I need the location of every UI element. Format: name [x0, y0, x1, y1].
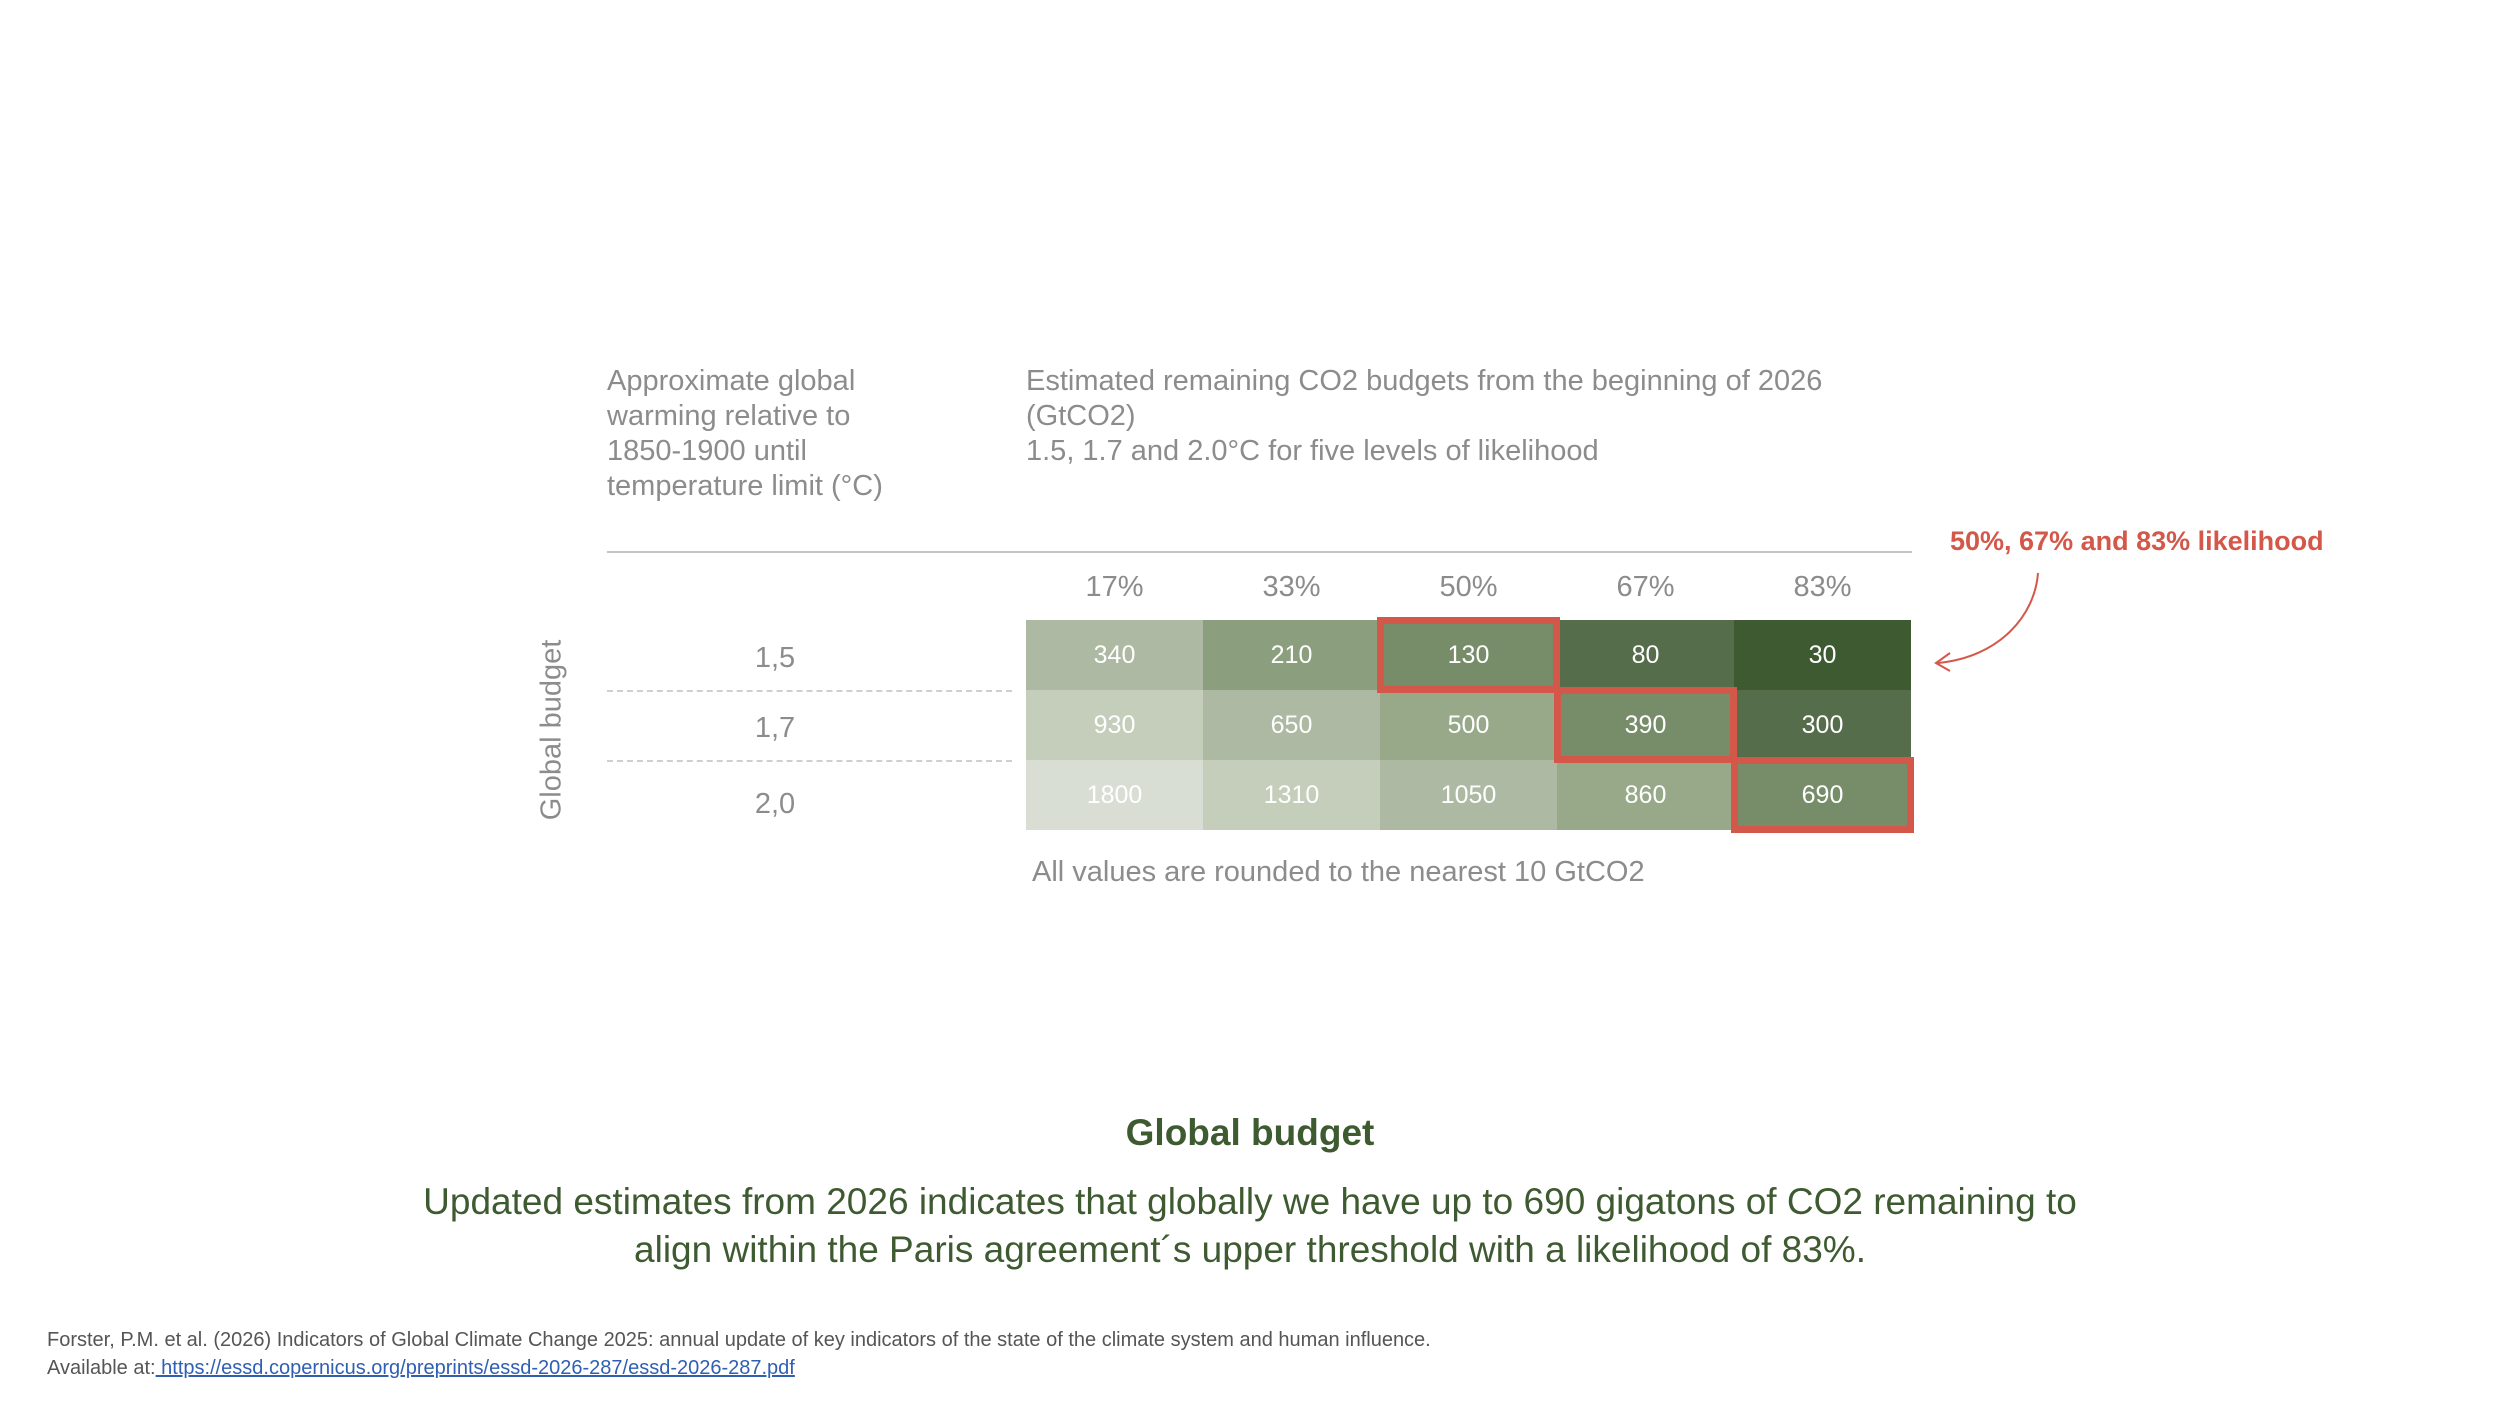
row-separator [607, 690, 1012, 692]
column-header-50pct: 50% [1439, 571, 1498, 603]
heatmap-cell: 300 [1734, 690, 1911, 760]
rounding-footnote: All values are rounded to the nearest 10… [1032, 856, 1645, 888]
reference-available-prefix: Available at: [47, 1357, 156, 1379]
row-label-1-7: 1,7 [754, 712, 796, 744]
likelihood-annotation: 50%, 67% and 83% likelihood [1950, 526, 2324, 556]
column-header-line: (GtCO2) [1026, 400, 1136, 432]
highlight-box [1731, 757, 1914, 833]
column-header-17pct: 17% [1085, 571, 1144, 603]
heatmap-cell: 860 [1557, 760, 1734, 830]
annotation-arrow-icon [1934, 572, 2039, 672]
reference-availability: Available at: https://essd.copernicus.or… [47, 1354, 2247, 1382]
row-header-title: Approximate global warming relative to 1… [607, 364, 883, 504]
heatmap-cell: 390 [1557, 690, 1734, 760]
row-header-line: 1850-1900 until [607, 435, 807, 467]
row-header-line: Approximate global [607, 365, 856, 397]
column-header-67pct: 67% [1616, 571, 1675, 603]
heatmap-cell: 1050 [1380, 760, 1557, 830]
heatmap-cell: 1310 [1203, 760, 1380, 830]
heatmap-cell: 340 [1026, 620, 1203, 690]
row-label-1-5: 1,5 [754, 642, 796, 674]
row-label-2-0: 2,0 [754, 788, 796, 820]
heatmap-cell: 130 [1380, 620, 1557, 690]
reference-link[interactable]: https://essd.copernicus.org/preprints/es… [155, 1357, 795, 1379]
highlight-box [1377, 617, 1560, 693]
heatmap-cell: 690 [1734, 760, 1911, 830]
reference-citation: Forster, P.M. et al. (2026) Indicators o… [47, 1329, 1431, 1351]
column-header-title: Estimated remaining CO2 budgets from the… [1026, 364, 1822, 469]
heatmap-cell: 500 [1380, 690, 1557, 760]
column-header-83pct: 83% [1793, 571, 1852, 603]
heatmap-cell: 930 [1026, 690, 1203, 760]
column-header-33pct: 33% [1262, 571, 1321, 603]
summary-text: Updated estimates from 2026 indicates th… [423, 1181, 2077, 1270]
heatmap-cell: 650 [1203, 690, 1380, 760]
heatmap-cell: 30 [1734, 620, 1911, 690]
row-header-line: warming relative to [607, 400, 851, 432]
column-header-line: Estimated remaining CO2 budgets from the… [1026, 365, 1823, 397]
reference: Forster, P.M. et al. (2026) Indicators o… [47, 1326, 2247, 1382]
row-header-line: temperature limit (°C) [607, 470, 883, 502]
row-separator [607, 760, 1012, 762]
header-divider [607, 551, 1912, 553]
heatmap-cell: 1800 [1026, 760, 1203, 830]
heatmap-cell: 80 [1557, 620, 1734, 690]
heatmap-cell: 210 [1203, 620, 1380, 690]
highlight-box [1554, 687, 1737, 763]
column-header-line: 1.5, 1.7 and 2.0°C for five levels of li… [1026, 435, 1599, 467]
summary-title: Global budget [1125, 1112, 1375, 1153]
